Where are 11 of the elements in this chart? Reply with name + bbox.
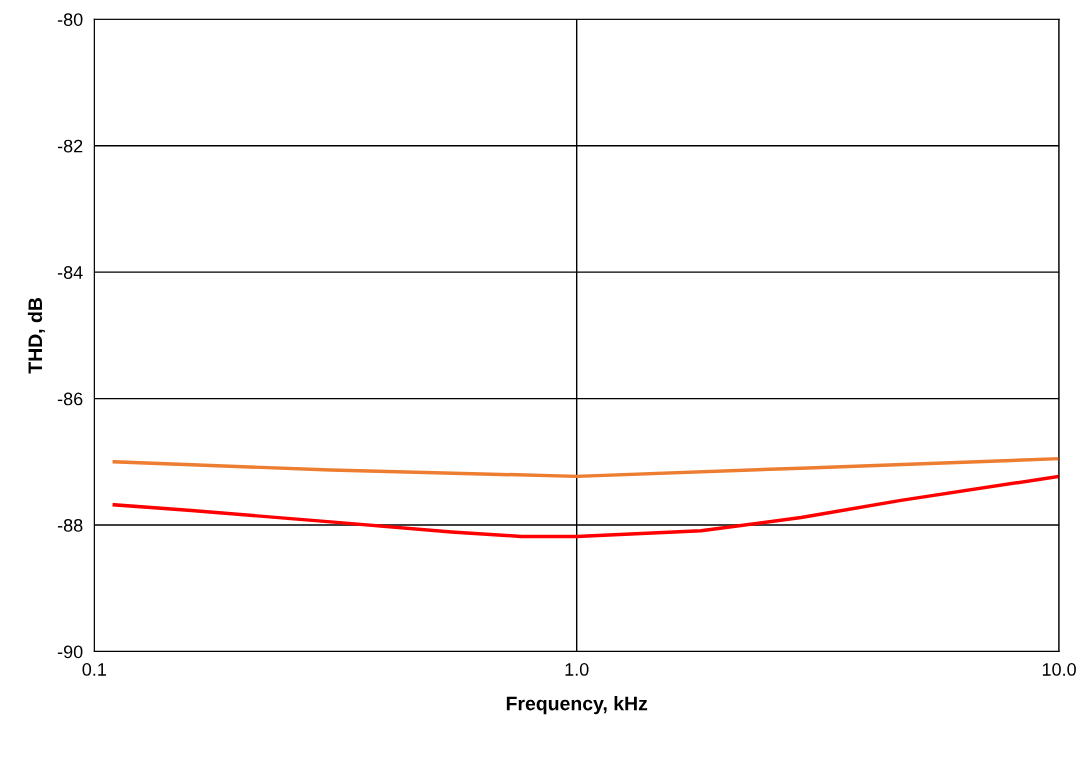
y-tick-label: -84 bbox=[57, 266, 83, 279]
x-axis-title: Frequency, kHz bbox=[506, 696, 648, 715]
y-tick-label: -90 bbox=[57, 645, 83, 659]
x-tick-label: 10.0 bbox=[1042, 663, 1076, 676]
y-axis-title: THD, dB bbox=[27, 297, 45, 374]
y-tick-label: -88 bbox=[57, 518, 83, 532]
y-tick-label: -86 bbox=[57, 392, 83, 406]
y-tick-label: -82 bbox=[57, 139, 83, 153]
x-tick-label: 0.1 bbox=[82, 663, 106, 676]
x-tick-label: 1.0 bbox=[565, 663, 589, 676]
y-tick-label: -80 bbox=[57, 13, 83, 26]
